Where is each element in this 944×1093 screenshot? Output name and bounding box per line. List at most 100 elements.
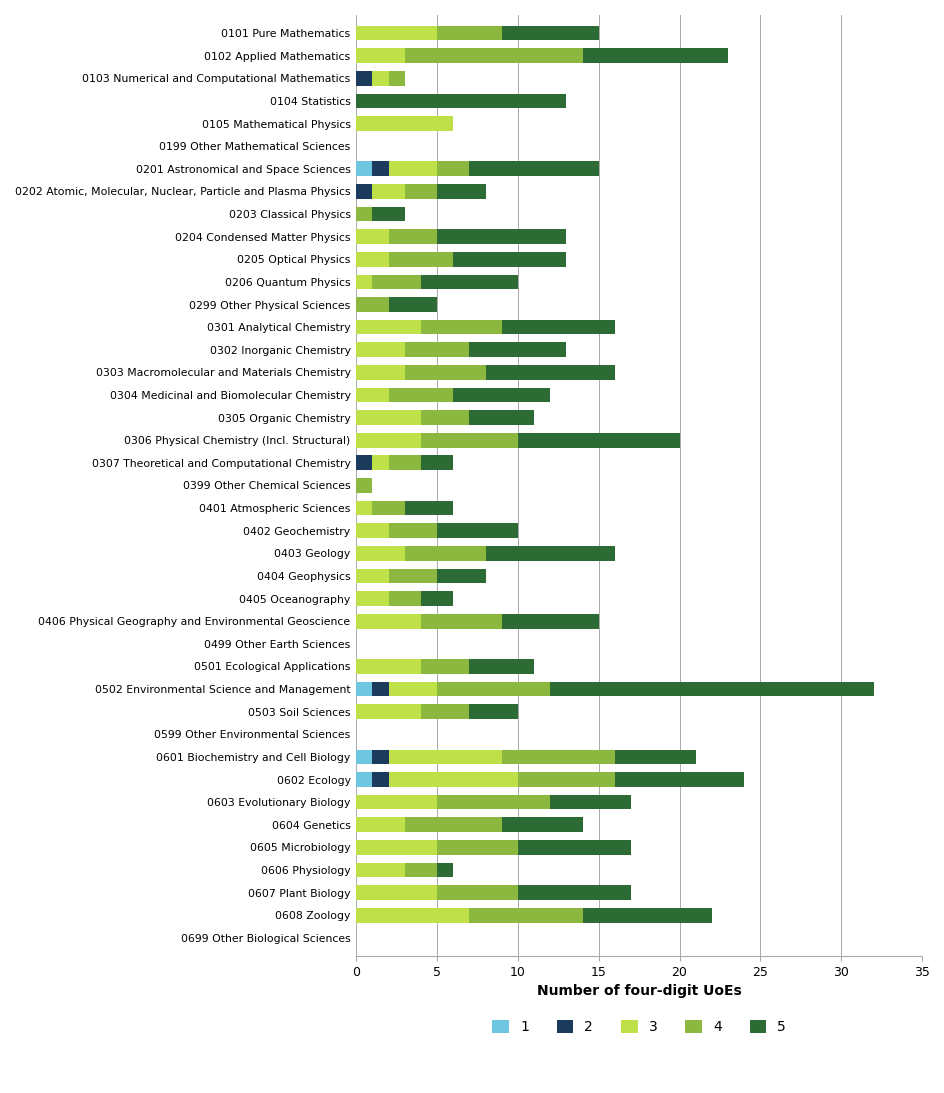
Bar [372, 772, 388, 787]
Bar [356, 524, 388, 538]
Bar [356, 230, 388, 244]
Bar [517, 841, 631, 855]
Bar [388, 591, 420, 606]
Bar [582, 908, 711, 922]
Bar [517, 433, 679, 447]
Bar [388, 772, 517, 787]
Bar [436, 230, 565, 244]
Bar [436, 524, 517, 538]
Bar [356, 388, 388, 402]
Bar [356, 908, 469, 922]
Bar [420, 274, 517, 290]
Bar [436, 795, 549, 810]
Bar [404, 501, 453, 516]
Bar [356, 614, 420, 628]
Bar [356, 26, 436, 40]
Bar [356, 501, 372, 516]
Bar [404, 48, 582, 63]
Bar [356, 818, 404, 832]
Bar [436, 162, 469, 176]
Bar [388, 162, 436, 176]
Bar [388, 297, 436, 312]
Bar [372, 274, 420, 290]
Bar [388, 388, 453, 402]
Bar [436, 862, 453, 878]
Bar [356, 750, 372, 764]
Bar [469, 162, 598, 176]
Bar [356, 841, 436, 855]
Bar [356, 207, 372, 222]
Bar [549, 795, 631, 810]
Bar [356, 251, 388, 267]
Bar [501, 26, 598, 40]
Bar [372, 162, 388, 176]
Bar [420, 433, 517, 447]
Bar [485, 546, 615, 561]
Bar [501, 614, 598, 628]
Bar [388, 750, 501, 764]
Bar [356, 478, 372, 493]
Bar [388, 456, 420, 470]
Bar [356, 591, 388, 606]
Bar [372, 750, 388, 764]
Bar [356, 410, 420, 425]
Bar [436, 26, 501, 40]
Bar [549, 682, 872, 696]
Bar [420, 591, 453, 606]
Bar [356, 365, 404, 379]
Bar [469, 908, 582, 922]
Bar [404, 546, 485, 561]
Bar [404, 184, 436, 199]
Bar [388, 682, 436, 696]
Bar [356, 795, 436, 810]
Bar [420, 614, 501, 628]
Bar [517, 885, 631, 900]
Bar [404, 365, 485, 379]
Bar [356, 116, 453, 131]
Bar [372, 184, 404, 199]
Bar [469, 410, 533, 425]
Bar [388, 71, 404, 85]
Bar [356, 682, 372, 696]
Bar [356, 456, 372, 470]
Bar [404, 818, 501, 832]
Bar [372, 71, 388, 85]
Bar [420, 320, 501, 334]
Bar [420, 456, 453, 470]
Bar [372, 501, 404, 516]
Bar [453, 388, 549, 402]
Bar [356, 862, 404, 878]
Bar [436, 841, 517, 855]
Bar [436, 885, 517, 900]
Bar [501, 818, 582, 832]
Bar [356, 162, 372, 176]
Bar [420, 410, 469, 425]
Bar [356, 659, 420, 673]
Bar [615, 750, 695, 764]
Bar [356, 546, 404, 561]
Bar [356, 433, 420, 447]
Bar [469, 342, 565, 357]
Bar [388, 524, 436, 538]
Bar [615, 772, 744, 787]
Bar [356, 48, 404, 63]
Bar [404, 862, 436, 878]
Bar [356, 320, 420, 334]
Bar [372, 682, 388, 696]
Bar [436, 568, 485, 584]
Bar [517, 772, 615, 787]
Bar [356, 342, 404, 357]
Bar [356, 297, 388, 312]
Bar [356, 772, 372, 787]
Bar [436, 682, 549, 696]
Bar [420, 704, 469, 719]
X-axis label: Number of four-digit UoEs: Number of four-digit UoEs [536, 984, 741, 998]
Bar [372, 456, 388, 470]
Bar [356, 704, 420, 719]
Legend: 1, 2, 3, 4, 5: 1, 2, 3, 4, 5 [486, 1014, 791, 1039]
Bar [356, 274, 372, 290]
Bar [356, 184, 372, 199]
Bar [501, 750, 615, 764]
Bar [356, 94, 565, 108]
Bar [404, 342, 469, 357]
